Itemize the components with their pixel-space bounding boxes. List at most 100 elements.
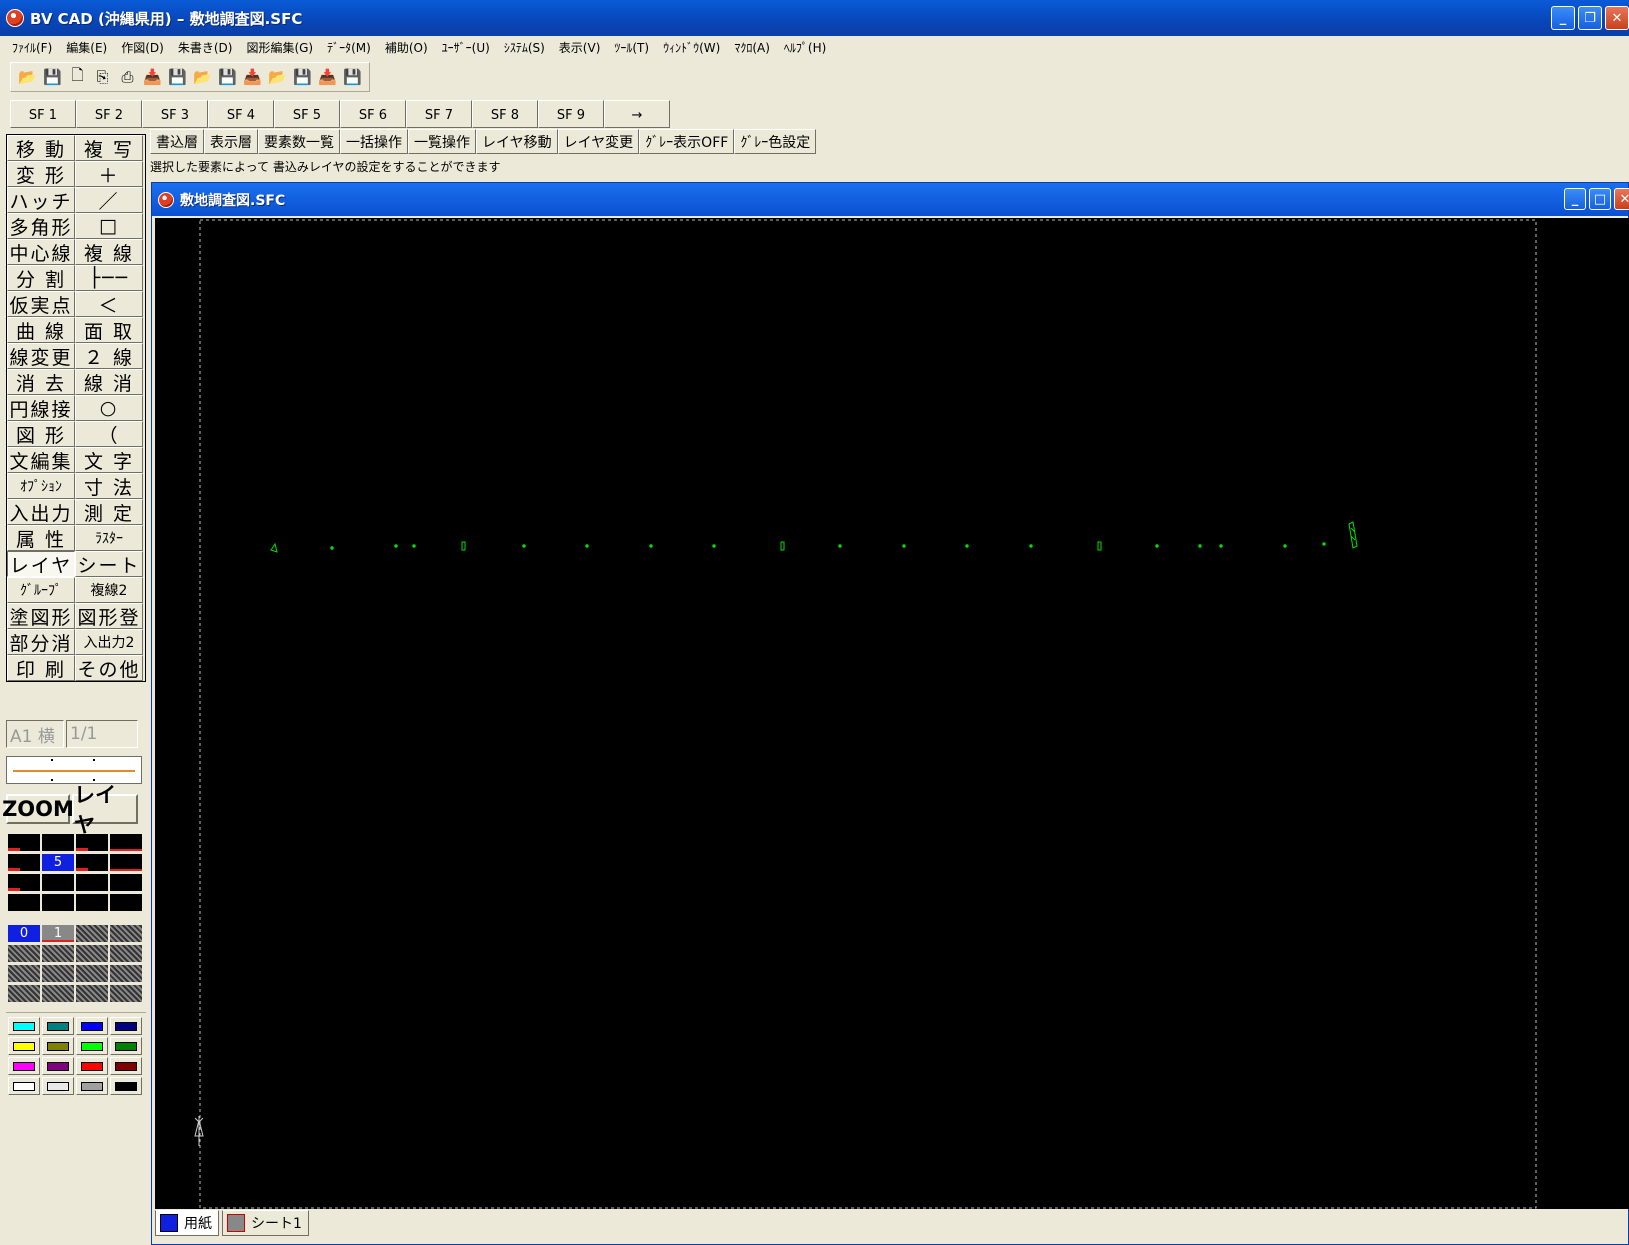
- menu-system[interactable]: ｼｽﾃﾑ(S): [503, 40, 545, 55]
- minimize-button[interactable]: _: [1551, 6, 1575, 30]
- menu-file[interactable]: ﾌｧｲﾙ(F): [12, 40, 53, 55]
- color-swatch-magenta[interactable]: [8, 1057, 40, 1075]
- layer-group-cell[interactable]: [110, 834, 142, 851]
- cmd-line-erase[interactable]: 線 消: [75, 369, 143, 395]
- app-icon[interactable]: [6, 9, 24, 27]
- color-swatch-yellow[interactable]: [8, 1037, 40, 1055]
- layer-cell[interactable]: [110, 945, 142, 962]
- layer-1-cell[interactable]: 1: [42, 925, 74, 942]
- layer-cell[interactable]: [110, 965, 142, 982]
- cmd-centerline[interactable]: 中心線: [7, 239, 75, 265]
- menu-redline[interactable]: 朱書き(D): [177, 40, 233, 55]
- preview-icon[interactable]: ⎘: [96, 68, 109, 86]
- write-layer-button[interactable]: 書込層: [150, 129, 204, 154]
- color-swatch-black[interactable]: [110, 1077, 142, 1095]
- cmd-options[interactable]: ｵﾌﾟｼｮﾝ: [7, 473, 75, 499]
- layer-group-cell[interactable]: [42, 894, 74, 911]
- layer-group-cell[interactable]: [42, 834, 74, 851]
- cmd-copy[interactable]: 複 写: [75, 135, 143, 161]
- restore-button[interactable]: ❐: [1578, 6, 1602, 30]
- scale-field[interactable]: 1/1: [66, 720, 138, 748]
- list-operation-button[interactable]: 一覧操作: [408, 129, 476, 154]
- color-swatch-purple[interactable]: [42, 1057, 74, 1075]
- cmd-transform[interactable]: 変 形: [7, 161, 75, 187]
- open2-icon[interactable]: 📂: [193, 68, 212, 86]
- doc-minimize-button[interactable]: _: [1564, 188, 1586, 210]
- tab-paper[interactable]: 用紙: [155, 1210, 219, 1236]
- layer-button[interactable]: レイヤ: [72, 783, 138, 837]
- cmd-offset2[interactable]: 複線2: [75, 577, 143, 603]
- new-icon[interactable]: 🗋: [71, 65, 84, 84]
- close-button[interactable]: ✕: [1605, 6, 1629, 30]
- line-style-preview[interactable]: [6, 756, 142, 784]
- batch-operation-button[interactable]: 一括操作: [340, 129, 408, 154]
- cmd-shape-register[interactable]: 図形登: [75, 603, 143, 629]
- cmd-measure[interactable]: 測 定: [75, 499, 143, 525]
- sf5-button[interactable]: SF 5: [274, 100, 340, 128]
- cmd-polygon[interactable]: 多角形: [7, 213, 75, 239]
- layer-cell[interactable]: [110, 925, 142, 942]
- paper-size-field[interactable]: A1 横: [6, 720, 64, 748]
- color-swatch-blue[interactable]: [76, 1017, 108, 1035]
- layer-change-button[interactable]: レイヤ変更: [557, 129, 640, 154]
- layer-cell[interactable]: [42, 965, 74, 982]
- layer-group-cell[interactable]: [8, 874, 40, 891]
- gray-display-off-button[interactable]: ｸﾞﾚｰ表示OFF: [639, 129, 735, 154]
- layer-cell[interactable]: [76, 985, 108, 1002]
- layer-move-button[interactable]: レイヤ移動: [476, 129, 558, 154]
- import2-icon[interactable]: 📥: [243, 68, 262, 86]
- cmd-erase[interactable]: 消 去: [7, 369, 75, 395]
- cmd-sheet[interactable]: シート: [75, 551, 143, 577]
- color-swatch-gray[interactable]: [76, 1077, 108, 1095]
- menu-edit[interactable]: 編集(E): [66, 40, 108, 55]
- cmd-offset[interactable]: 複 線: [75, 239, 143, 265]
- layer-group-cell[interactable]: [76, 874, 108, 891]
- sf7-button[interactable]: SF 7: [406, 100, 472, 128]
- menu-user[interactable]: ﾕｰｻﾞｰ(U): [441, 40, 490, 55]
- cmd-shape[interactable]: 図 形: [7, 421, 75, 447]
- import-icon[interactable]: 📥: [143, 68, 162, 86]
- layer-group-cell[interactable]: [76, 834, 108, 851]
- cmd-chamfer[interactable]: 面 取: [75, 317, 143, 343]
- cmd-group[interactable]: ｸﾞﾙｰﾌﾟ: [7, 577, 75, 603]
- cmd-io2[interactable]: 入出力2: [75, 629, 143, 655]
- layer-group-cell-current[interactable]: 5: [42, 854, 74, 871]
- layer-group-cell[interactable]: [76, 894, 108, 911]
- menu-data[interactable]: ﾃﾞｰﾀ(M): [327, 40, 371, 55]
- cmd-io[interactable]: 入出力: [7, 499, 75, 525]
- sf-next-button[interactable]: →: [604, 100, 670, 128]
- cmd-layer[interactable]: レイヤ: [7, 551, 75, 577]
- menu-macro[interactable]: ﾏｸﾛ(A): [734, 40, 770, 55]
- cmd-dimension-line[interactable]: ├──: [75, 265, 143, 291]
- cmd-partial-erase[interactable]: 部分消: [7, 629, 75, 655]
- cmd-double-line[interactable]: ２ 線: [75, 343, 143, 369]
- sf8-button[interactable]: SF 8: [472, 100, 538, 128]
- layer-cell[interactable]: [8, 945, 40, 962]
- layer-cell[interactable]: [42, 985, 74, 1002]
- color-swatch-green[interactable]: [76, 1037, 108, 1055]
- cmd-curve[interactable]: 曲 線: [7, 317, 75, 343]
- layer-cell[interactable]: [76, 925, 108, 942]
- layer-0-cell[interactable]: 0: [8, 925, 40, 942]
- save3-icon[interactable]: 💾: [293, 68, 312, 86]
- element-count-list-button[interactable]: 要素数一覧: [258, 129, 340, 154]
- open-icon[interactable]: 📂: [18, 68, 37, 86]
- layer-group-cell[interactable]: [76, 854, 108, 871]
- cmd-text[interactable]: 文 字: [75, 447, 143, 473]
- cmd-rectangle[interactable]: □: [75, 213, 143, 239]
- cmd-text-edit[interactable]: 文編集: [7, 447, 75, 473]
- cmd-circle-tangent[interactable]: 円線接: [7, 395, 75, 421]
- layer-group-cell[interactable]: [110, 874, 142, 891]
- color-swatch-dark-green[interactable]: [110, 1037, 142, 1055]
- sf6-button[interactable]: SF 6: [340, 100, 406, 128]
- cmd-attribute[interactable]: 属 性: [7, 525, 75, 551]
- cmd-line-change[interactable]: 線変更: [7, 343, 75, 369]
- drawing-canvas[interactable]: [155, 218, 1629, 1209]
- document-icon[interactable]: [158, 191, 174, 208]
- menu-shape-edit[interactable]: 図形編集(G): [246, 40, 314, 55]
- export-icon[interactable]: 💾: [168, 68, 187, 86]
- layer-group-cell[interactable]: [8, 894, 40, 911]
- color-swatch-teal[interactable]: [42, 1017, 74, 1035]
- save-icon[interactable]: 💾: [43, 68, 62, 86]
- color-swatch-red[interactable]: [76, 1057, 108, 1075]
